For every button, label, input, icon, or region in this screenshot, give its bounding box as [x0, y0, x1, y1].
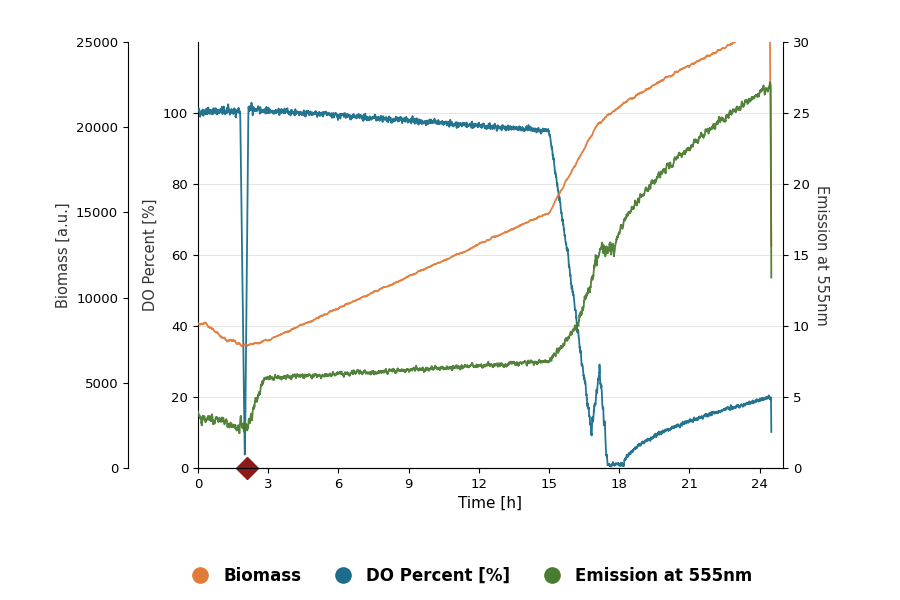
- Y-axis label: Biomass [a.u.]: Biomass [a.u.]: [56, 202, 70, 308]
- Y-axis label: DO Percent [%]: DO Percent [%]: [142, 199, 157, 311]
- X-axis label: Time [h]: Time [h]: [458, 496, 523, 511]
- Y-axis label: Emission at 555nm: Emission at 555nm: [814, 185, 829, 325]
- Legend: Biomass, DO Percent [%], Emission at 555nm: Biomass, DO Percent [%], Emission at 555…: [176, 560, 760, 592]
